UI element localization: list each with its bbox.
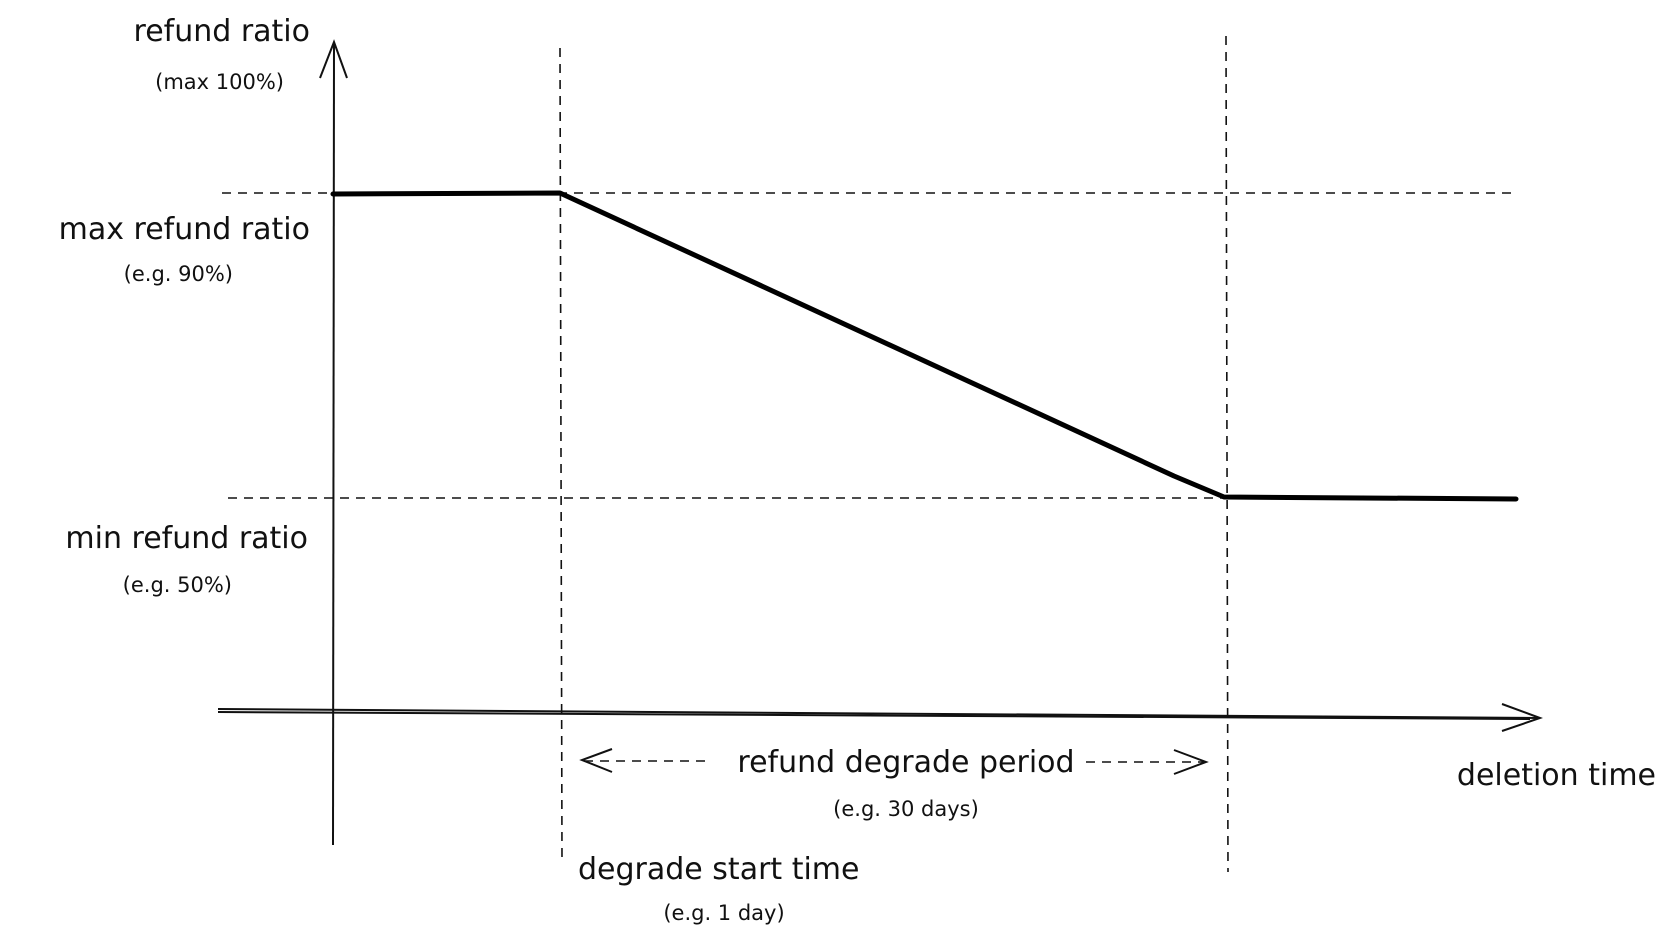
x-axis: [217, 708, 1541, 719]
y-axis-label: refund ratio: [134, 14, 310, 49]
y-axis-note: (max 100%): [155, 70, 284, 94]
x-axis-label: deletion time: [1457, 758, 1656, 793]
degrade-start-guide: [559, 47, 563, 861]
refund-curve[interactable]: [330, 190, 1519, 502]
degrade-period-left-arrowhead: [579, 748, 613, 773]
min-ratio-note: (e.g. 50%): [123, 573, 232, 597]
degrade-period-label: refund degrade period: [737, 745, 1074, 780]
degrade-period-right-arrowhead: [1173, 749, 1209, 775]
degrade-period-note: (e.g. 30 days): [833, 797, 979, 821]
degrade-end-guide: [1225, 35, 1229, 873]
y-axis-arrowhead: [319, 39, 348, 79]
x-axis-arrowhead: [1501, 703, 1543, 732]
degrade-start-label: degrade start time: [578, 852, 859, 887]
degrade-start-note: (e.g. 1 day): [663, 901, 784, 925]
min-ratio-label: min refund ratio: [65, 521, 308, 556]
y-axis: [331, 41, 335, 846]
max-ratio-note: (e.g. 90%): [124, 262, 233, 286]
x-axis-second-stroke: [217, 711, 1531, 720]
max-ratio-label: max refund ratio: [59, 212, 310, 247]
